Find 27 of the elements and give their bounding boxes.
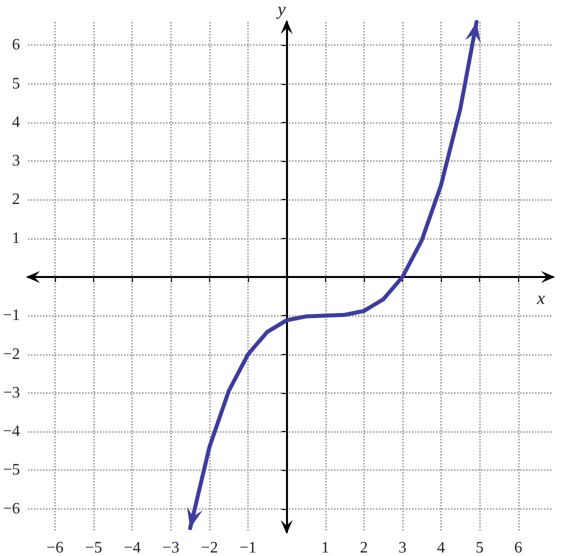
y-tick-label: 2 — [12, 191, 20, 208]
x-tick-label: −2 — [200, 540, 218, 556]
y-tick-label: −6 — [2, 500, 20, 518]
y-tick-label: −4 — [2, 423, 20, 440]
x-tick-label: 3 — [398, 540, 406, 556]
x-tick-label: 5 — [476, 540, 484, 556]
x-axis-title: x — [536, 288, 545, 308]
x-tick-label: −6 — [46, 540, 64, 556]
x-tick-label: 6 — [514, 540, 522, 556]
x-tick-label: 4 — [437, 540, 446, 556]
y-tick-label: 3 — [12, 152, 20, 170]
y-tick-label: 6 — [12, 36, 20, 54]
line-series — [188, 20, 479, 530]
x-tick-label: 1 — [321, 540, 330, 556]
y-tick-label: 4 — [12, 114, 20, 131]
y-tick-label: 5 — [12, 75, 20, 92]
y-tick-label: −5 — [2, 462, 20, 479]
x-tick-label: −3 — [162, 540, 180, 556]
x-tick-label: 2 — [360, 540, 368, 556]
y-tick-label: −1 — [2, 307, 20, 324]
y-tick-label: −3 — [2, 384, 20, 402]
x-tick-label: −1 — [240, 540, 257, 556]
x-tick-label: −5 — [85, 540, 102, 556]
y-axis-title: y — [276, 0, 286, 19]
x-tick-label: −4 — [124, 540, 141, 556]
y-tick-label: 1 — [12, 230, 20, 247]
y-tick-label: −2 — [2, 346, 20, 363]
